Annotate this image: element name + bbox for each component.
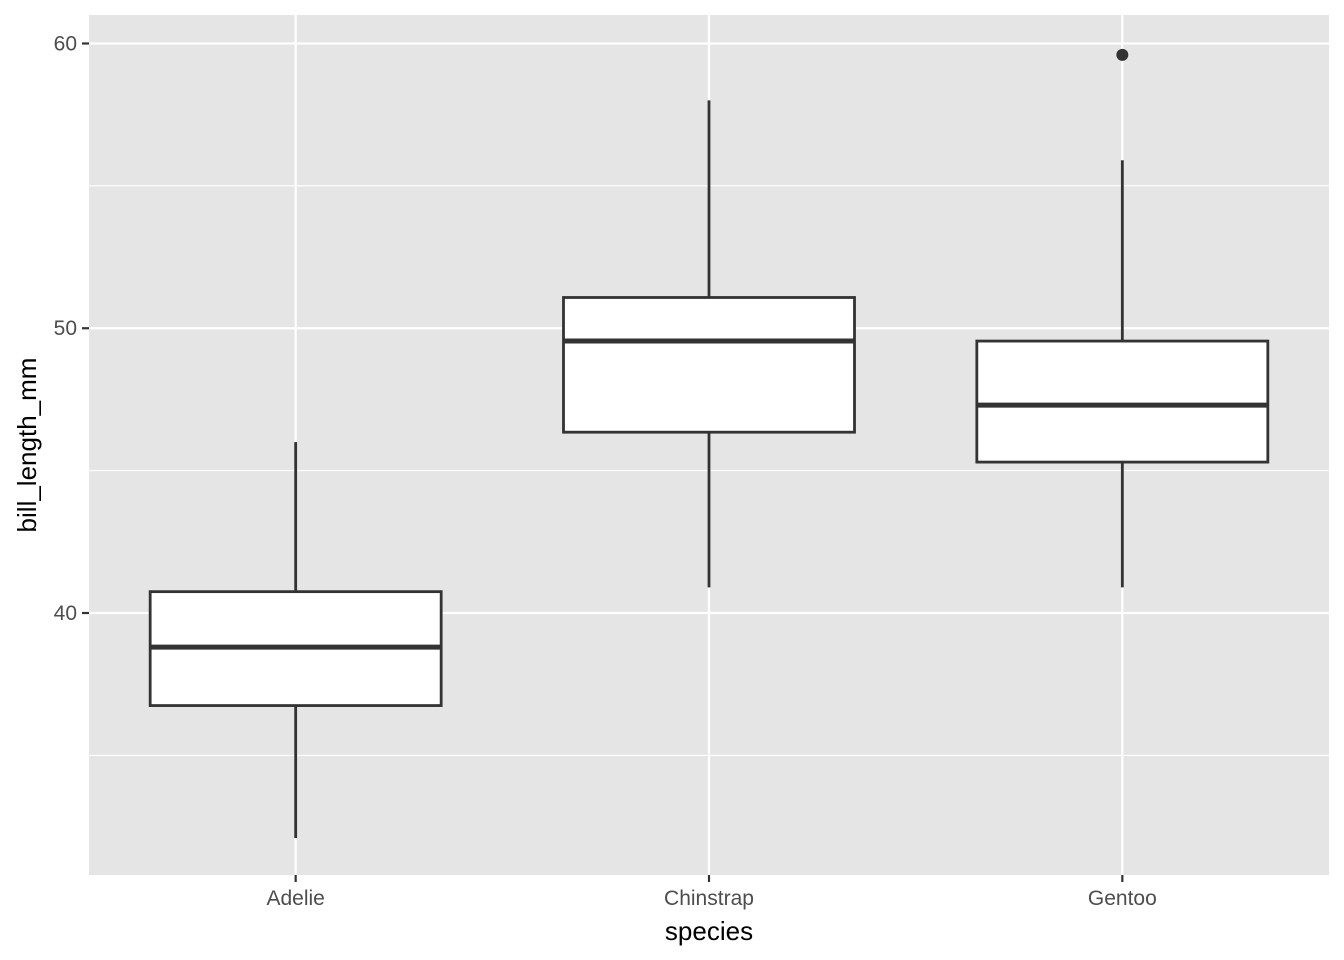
outlier-point [1116,48,1129,61]
x-tick-label: Gentoo [1088,887,1157,910]
box-gentoo [975,48,1270,588]
boxes [148,48,1270,838]
box-iqr [975,339,1270,464]
y-tick-label: 50 [54,317,77,340]
box-chinstrap [562,100,856,588]
y-axis-title: bill_length_mm [12,358,42,533]
box-iqr [562,296,856,434]
y-tick-label: 60 [54,32,77,55]
x-tick-label: Chinstrap [664,887,754,910]
box-adelie [148,442,443,838]
y-tick-label: 40 [54,602,77,625]
axes: 40 50 60 Adelie Chinstrap Gentoo [54,32,1157,910]
x-tick-label: Adelie [266,887,324,910]
x-axis-title: species [665,916,753,946]
